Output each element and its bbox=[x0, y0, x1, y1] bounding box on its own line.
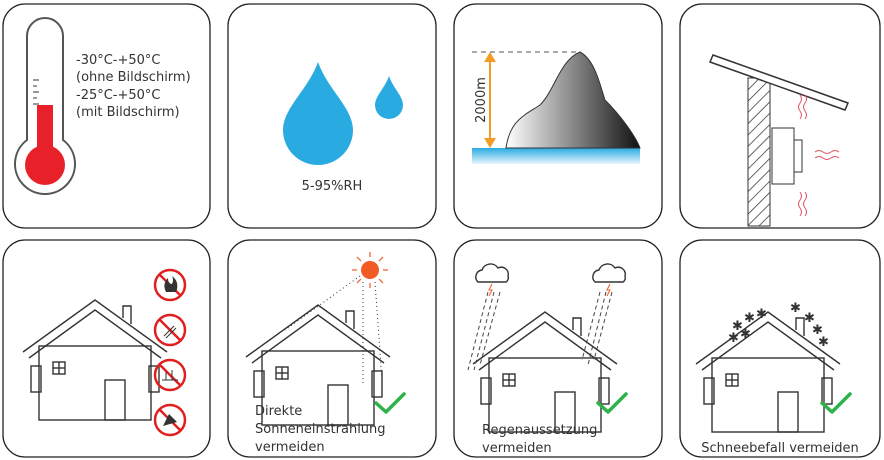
page: -30°C-+50°C (ohne Bildschirm) -25°C-+50°… bbox=[0, 0, 884, 460]
temperature-line: -25°C-+50°C bbox=[76, 88, 161, 103]
temperature-line: (ohne Bildschirm) bbox=[76, 70, 191, 85]
svg-text:✱: ✱ bbox=[790, 301, 801, 316]
altitude-label: 2000m bbox=[474, 77, 489, 123]
caption-line: Direkte bbox=[255, 404, 302, 419]
humidity-label: 5-95%RH bbox=[302, 179, 363, 194]
caption-line: Regenaussetzung bbox=[482, 423, 597, 438]
svg-text:✱: ✱ bbox=[818, 335, 829, 350]
caption-line: Sonneneinstrahlung bbox=[255, 422, 386, 437]
caption-line: vermeiden bbox=[482, 441, 552, 456]
card bbox=[680, 240, 880, 457]
temperature-line: -30°C-+50°C bbox=[76, 53, 161, 68]
svg-text:✱: ✱ bbox=[740, 327, 751, 342]
caption-line: Schneebefall vermeiden bbox=[701, 441, 859, 456]
svg-text:✱: ✱ bbox=[756, 307, 767, 322]
temperature-line: (mit Bildschirm) bbox=[76, 105, 180, 120]
caption-line: vermeiden bbox=[255, 440, 325, 455]
card bbox=[680, 4, 880, 228]
svg-text:✱: ✱ bbox=[744, 311, 755, 326]
svg-text:✱: ✱ bbox=[728, 331, 739, 346]
